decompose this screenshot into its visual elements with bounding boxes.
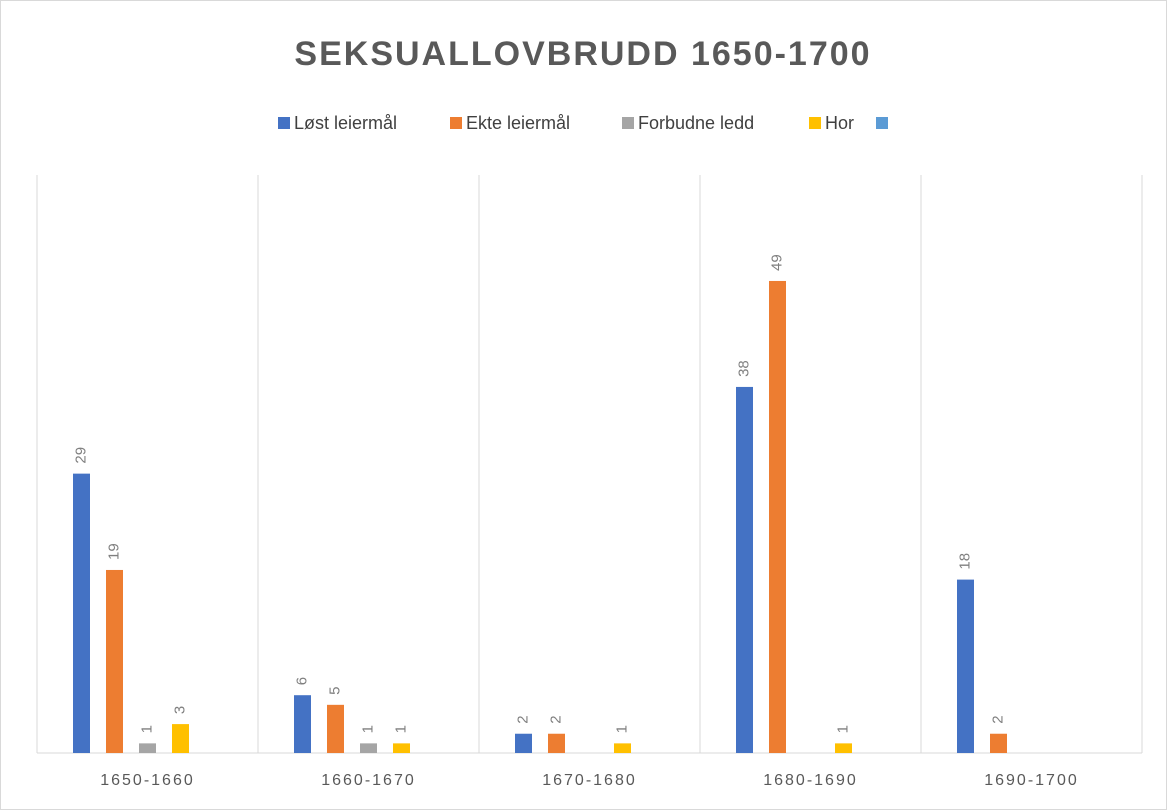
x-tick-label: 1680-1690 [763,772,858,789]
bar [294,695,311,753]
x-tick-label: 1690-1700 [984,772,1079,789]
data-label: 1 [613,725,630,733]
bar [990,733,1007,753]
bar [73,473,90,753]
bar [327,704,344,753]
data-label: 38 [735,360,752,377]
data-label: 2 [547,715,564,723]
data-label: 1 [359,725,376,733]
bar [360,743,377,753]
legend-label: Forbudne ledd [638,113,754,133]
x-tick-label: 1670-1680 [542,772,637,789]
data-label: 2 [989,715,1006,723]
legend-label: Hor [825,113,854,133]
x-tick-label: 1650-1660 [100,772,195,789]
data-label: 49 [768,254,785,271]
bar [614,743,631,753]
data-label: 1 [138,725,155,733]
legend-label: Ekte leiermål [466,113,570,133]
bar [769,280,786,753]
data-label: 1 [392,725,409,733]
legend-swatch [450,117,462,129]
bar [548,733,565,753]
x-tick-label: 1660-1670 [321,772,416,789]
bar [139,743,156,753]
data-label: 1 [834,725,851,733]
legend-swatch [622,117,634,129]
legend-swatch [278,117,290,129]
bar [106,569,123,753]
bar [835,743,852,753]
data-label: 19 [105,543,122,560]
bar [393,743,410,753]
data-label: 2 [514,715,531,723]
bar [515,733,532,753]
data-label: 5 [326,686,343,694]
chart-title: SEKSUALLOVBRUDD 1650-1700 [294,35,871,73]
data-label: 3 [171,706,188,714]
data-label: 6 [293,677,310,685]
legend-label: Løst leiermål [294,113,397,133]
bar [172,724,189,753]
bar [736,386,753,753]
data-label: 29 [72,447,89,464]
legend-swatch [809,117,821,129]
bar [957,579,974,753]
legend-swatch [876,117,888,129]
data-label: 18 [956,553,973,570]
